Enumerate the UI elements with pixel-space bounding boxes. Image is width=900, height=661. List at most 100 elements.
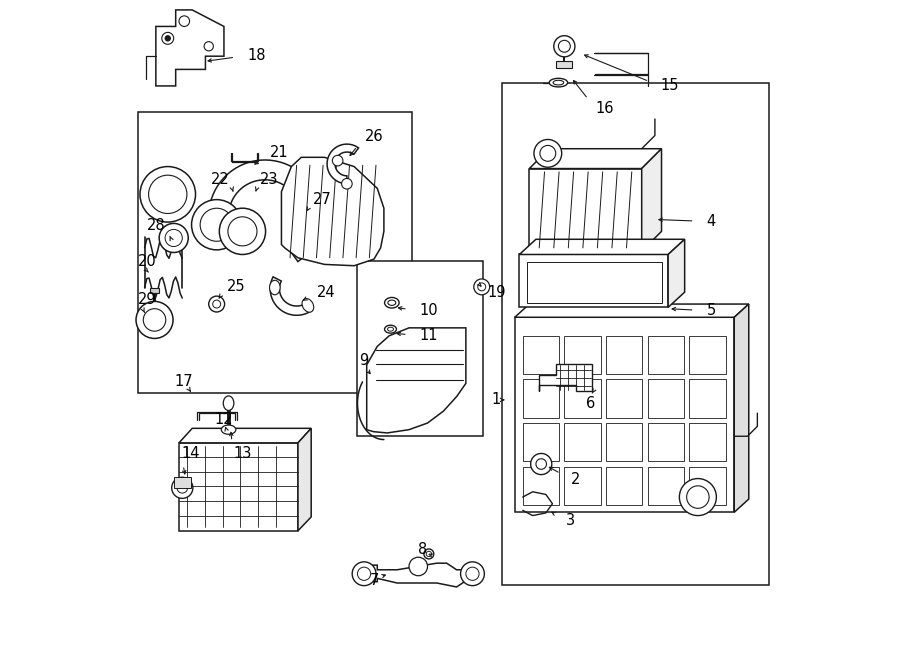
Text: 7: 7 [369, 573, 379, 588]
Bar [689, 336, 725, 374]
Polygon shape [519, 254, 668, 307]
Text: 21: 21 [270, 145, 289, 160]
Polygon shape [174, 477, 191, 488]
Ellipse shape [302, 299, 314, 312]
Polygon shape [179, 443, 298, 531]
Bar [138, 112, 412, 393]
Polygon shape [519, 239, 685, 254]
Ellipse shape [223, 396, 234, 410]
Bar [523, 423, 559, 461]
Polygon shape [515, 304, 749, 317]
Bar [523, 379, 559, 418]
Circle shape [352, 562, 376, 586]
Polygon shape [529, 149, 662, 169]
Circle shape [534, 139, 562, 167]
Ellipse shape [388, 327, 393, 331]
Text: 2: 2 [571, 472, 580, 486]
Bar [501, 83, 770, 585]
Polygon shape [529, 169, 642, 251]
Polygon shape [668, 239, 685, 307]
Circle shape [687, 486, 709, 508]
Bar [606, 336, 643, 374]
Text: 17: 17 [175, 374, 193, 389]
Polygon shape [363, 563, 470, 587]
Polygon shape [366, 328, 466, 433]
Text: 25: 25 [227, 279, 246, 293]
Ellipse shape [424, 549, 434, 559]
Text: 19: 19 [487, 285, 506, 299]
Text: 14: 14 [181, 446, 200, 461]
Polygon shape [179, 428, 311, 443]
Text: 8: 8 [418, 543, 427, 557]
Bar [606, 379, 643, 418]
Ellipse shape [384, 325, 397, 333]
Polygon shape [282, 157, 384, 266]
Circle shape [140, 167, 195, 222]
Circle shape [461, 562, 484, 586]
Polygon shape [298, 428, 311, 531]
Circle shape [558, 40, 571, 52]
Polygon shape [150, 288, 159, 293]
Circle shape [342, 178, 352, 189]
Circle shape [162, 32, 174, 44]
Text: 11: 11 [419, 329, 438, 343]
Ellipse shape [269, 280, 280, 295]
Circle shape [179, 16, 190, 26]
Text: 16: 16 [596, 101, 614, 116]
Bar [606, 467, 643, 505]
Circle shape [165, 36, 170, 41]
Circle shape [554, 36, 575, 57]
Bar [523, 467, 559, 505]
Bar [648, 336, 684, 374]
Circle shape [680, 479, 716, 516]
Polygon shape [515, 317, 734, 512]
Ellipse shape [549, 78, 568, 87]
Ellipse shape [554, 81, 563, 85]
Ellipse shape [221, 425, 236, 434]
Polygon shape [156, 10, 224, 86]
Text: 22: 22 [211, 173, 230, 187]
Text: 23: 23 [259, 173, 278, 187]
Bar [564, 423, 600, 461]
Text: 18: 18 [248, 48, 266, 63]
Text: 10: 10 [419, 303, 438, 318]
Text: 5: 5 [706, 303, 716, 318]
Bar [648, 467, 684, 505]
Polygon shape [734, 304, 749, 512]
Text: 9: 9 [359, 353, 369, 368]
Circle shape [159, 223, 188, 253]
Text: 26: 26 [364, 130, 383, 144]
Bar [357, 261, 483, 436]
Text: 13: 13 [233, 446, 252, 461]
Text: 12: 12 [214, 412, 232, 427]
Bar [564, 379, 600, 418]
Circle shape [473, 279, 490, 295]
Bar [689, 423, 725, 461]
Text: 29: 29 [138, 292, 157, 307]
Polygon shape [270, 277, 312, 315]
Bar [564, 467, 600, 505]
Circle shape [143, 309, 166, 331]
Circle shape [540, 145, 556, 161]
Polygon shape [642, 149, 662, 251]
Circle shape [332, 155, 343, 166]
Circle shape [204, 42, 213, 51]
Bar [564, 336, 600, 374]
Circle shape [209, 296, 225, 312]
Circle shape [531, 453, 552, 475]
Polygon shape [327, 144, 358, 184]
Text: 24: 24 [317, 286, 335, 300]
Circle shape [165, 229, 183, 247]
Bar [648, 379, 684, 418]
Bar [523, 336, 559, 374]
Bar [689, 467, 725, 505]
Text: 1: 1 [491, 393, 501, 407]
Circle shape [172, 477, 193, 498]
Circle shape [192, 200, 242, 250]
Text: 6: 6 [586, 396, 596, 410]
Text: 15: 15 [661, 79, 679, 93]
Circle shape [177, 483, 187, 493]
Polygon shape [556, 61, 572, 68]
Circle shape [536, 459, 546, 469]
Text: 3: 3 [566, 513, 575, 527]
